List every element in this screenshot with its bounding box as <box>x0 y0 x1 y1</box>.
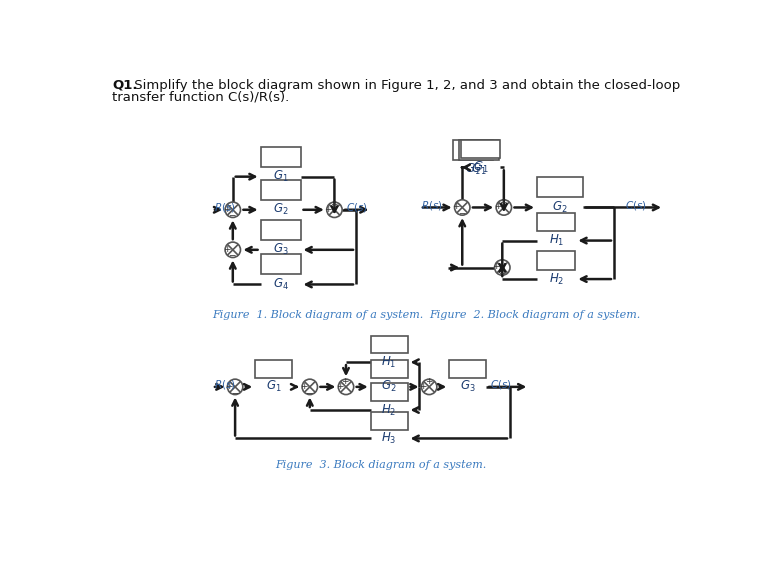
Bar <box>459 140 499 160</box>
Text: $R(s)$: $R(s)$ <box>214 379 235 392</box>
Bar <box>461 140 500 158</box>
Text: −: − <box>228 251 236 260</box>
Text: +: + <box>452 202 460 211</box>
Text: −: − <box>231 388 238 397</box>
Circle shape <box>421 379 437 394</box>
Text: Figure  1. Block diagram of a system.: Figure 1. Block diagram of a system. <box>212 310 423 320</box>
Bar <box>449 360 486 378</box>
Text: +: + <box>499 197 507 206</box>
Bar <box>537 251 575 270</box>
Bar <box>371 412 408 430</box>
Bar <box>371 335 408 353</box>
Text: $H_1$: $H_1$ <box>381 355 397 370</box>
Text: $H_1$: $H_1$ <box>548 233 564 248</box>
Text: $C(s)$: $C(s)$ <box>625 199 647 212</box>
Circle shape <box>225 242 241 257</box>
Text: −: − <box>498 268 505 277</box>
Circle shape <box>225 202 241 218</box>
Bar <box>255 360 292 378</box>
Circle shape <box>302 379 318 394</box>
Text: $G_2$: $G_2$ <box>273 202 288 217</box>
Text: Figure  2. Block diagram of a system.: Figure 2. Block diagram of a system. <box>429 310 641 320</box>
Bar <box>261 180 301 200</box>
Text: $G_1$: $G_1$ <box>465 162 481 177</box>
Text: Simplify the block diagram shown in Figure 1, 2, and 3 and obtain the closed-loo: Simplify the block diagram shown in Figu… <box>131 79 681 92</box>
Text: $C(s)$: $C(s)$ <box>490 379 512 392</box>
Bar <box>261 146 301 167</box>
Text: +: + <box>325 205 332 214</box>
Text: +: + <box>223 205 231 214</box>
Text: $G_3$: $G_3$ <box>273 242 288 257</box>
Text: +: + <box>424 377 432 386</box>
Circle shape <box>496 200 511 215</box>
Text: $H_3$: $H_3$ <box>381 431 397 446</box>
Text: $H_2$: $H_2$ <box>548 272 564 287</box>
Text: $G_1$: $G_1$ <box>266 379 281 394</box>
Text: $R(s)$: $R(s)$ <box>214 201 235 214</box>
Text: $G_3$: $G_3$ <box>460 379 475 394</box>
Bar <box>453 140 493 160</box>
Text: $G_1$: $G_1$ <box>471 162 487 177</box>
Text: $G_1$: $G_1$ <box>473 160 488 175</box>
Bar <box>261 255 301 274</box>
Text: $C(s)$: $C(s)$ <box>346 201 368 214</box>
Text: Q1.: Q1. <box>112 79 138 92</box>
Text: transfer function C(s)/R(s).: transfer function C(s)/R(s). <box>112 90 289 103</box>
Bar <box>537 177 583 197</box>
Bar <box>371 383 408 401</box>
Text: −: − <box>458 208 465 217</box>
Text: +: + <box>419 381 427 390</box>
Text: −: − <box>305 388 313 397</box>
Bar <box>261 220 301 240</box>
Text: +: + <box>330 200 338 209</box>
Bar <box>371 360 408 378</box>
Text: −: − <box>228 211 236 220</box>
Circle shape <box>494 260 510 275</box>
Text: $G_2$: $G_2$ <box>381 379 397 394</box>
Text: +: + <box>300 381 308 390</box>
Text: +: + <box>494 202 501 211</box>
Text: +: + <box>492 262 500 272</box>
Bar <box>537 213 575 231</box>
Text: +: + <box>223 245 231 254</box>
Circle shape <box>338 379 354 394</box>
Text: +: + <box>336 381 344 390</box>
Text: $H_2$: $H_2$ <box>381 402 397 417</box>
Circle shape <box>327 202 342 218</box>
Text: $R(s)$: $R(s)$ <box>421 199 443 212</box>
Text: $G_2$: $G_2$ <box>552 200 568 215</box>
Text: Figure  3. Block diagram of a system.: Figure 3. Block diagram of a system. <box>275 460 487 470</box>
Circle shape <box>454 200 470 215</box>
Text: +: + <box>341 377 349 386</box>
Text: $G_4$: $G_4$ <box>272 277 288 292</box>
Text: $G_1$: $G_1$ <box>273 169 288 184</box>
Circle shape <box>228 379 243 394</box>
Text: +: + <box>225 381 233 390</box>
